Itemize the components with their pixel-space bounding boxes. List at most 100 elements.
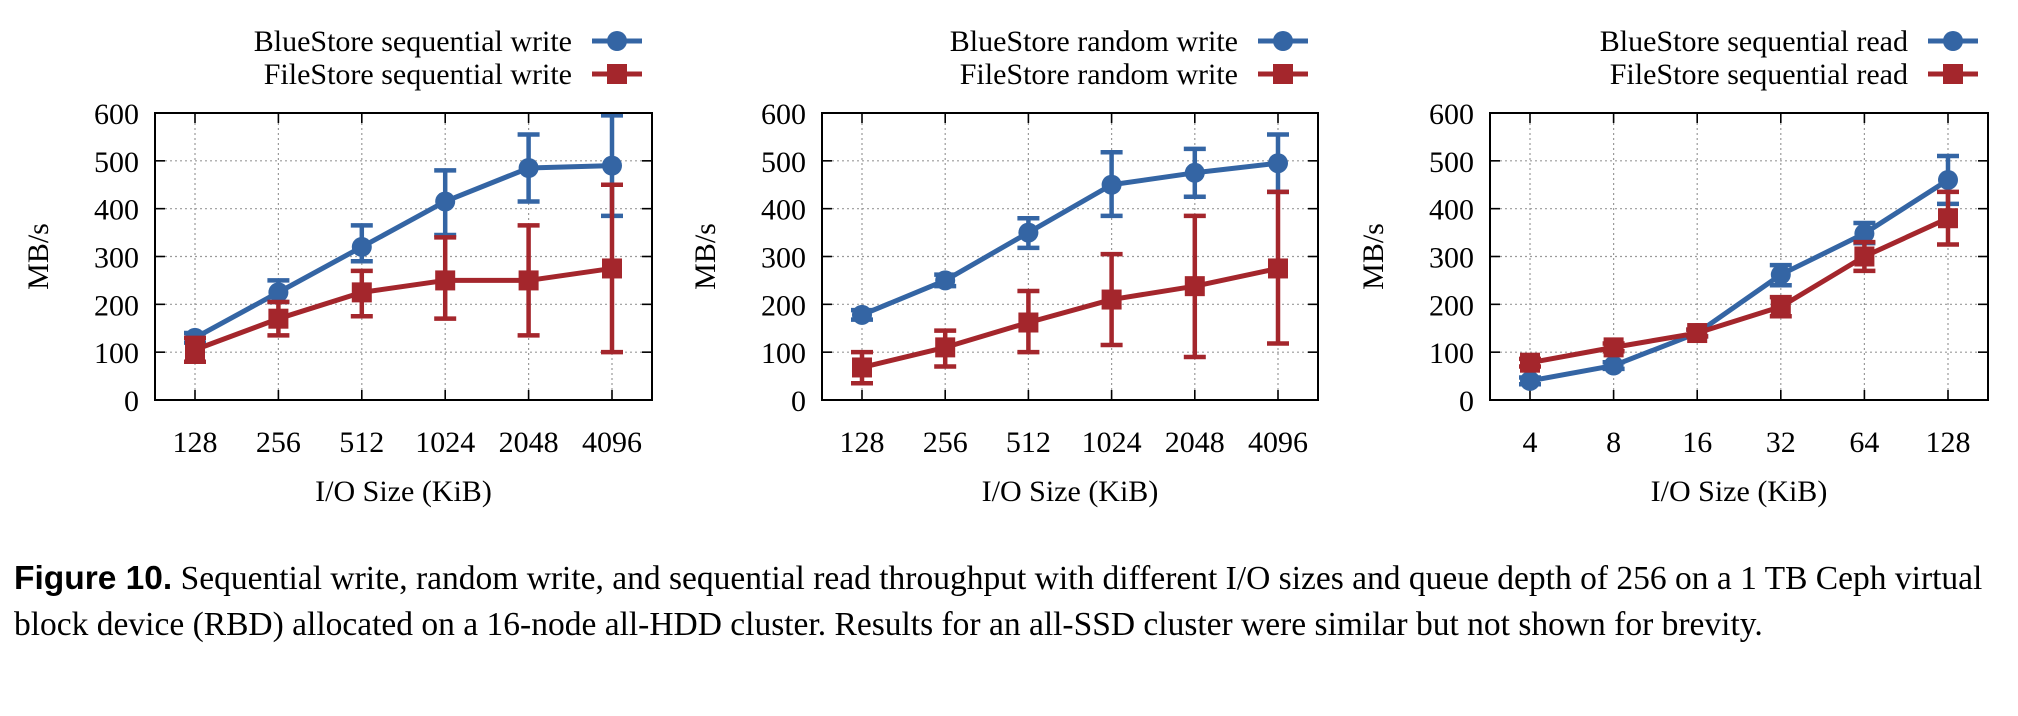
series-bluestore bbox=[184, 113, 623, 348]
y-tick-label: 200 bbox=[1429, 289, 1474, 322]
legend-label: FileStore random write bbox=[960, 58, 1238, 91]
y-tick-label: 100 bbox=[94, 337, 139, 370]
series-filestore bbox=[1519, 189, 1959, 373]
y-tick-label: 400 bbox=[761, 194, 806, 227]
x-tick-label: 4 bbox=[1523, 426, 1538, 459]
y-tick-label: 300 bbox=[94, 242, 139, 275]
series-line bbox=[1529, 177, 1950, 384]
data-point bbox=[1687, 323, 1708, 344]
plot-frame bbox=[1489, 112, 1989, 401]
data-point bbox=[435, 191, 456, 212]
x-tick-label: 128 bbox=[840, 426, 885, 459]
y-tick-label: 400 bbox=[94, 194, 139, 227]
series-filestore bbox=[851, 189, 1289, 386]
chart-sequential-write: 0 100 200 300 400 500 600 128 256 512 1024 2048 4096… bbox=[22, 25, 653, 508]
y-tick-label: 200 bbox=[94, 289, 139, 322]
data-point bbox=[185, 339, 205, 360]
caption-text: Sequential write, random write, and sequ… bbox=[14, 560, 1983, 643]
y-tick-label: 0 bbox=[1459, 385, 1474, 418]
y-tick-label: 600 bbox=[94, 98, 139, 131]
data-point bbox=[1770, 296, 1791, 317]
y-tick-label: 500 bbox=[1429, 146, 1474, 179]
y-tick-label: 0 bbox=[124, 385, 139, 418]
legend-label: BlueStore sequential read bbox=[1600, 25, 1908, 58]
data-point bbox=[1520, 370, 1540, 391]
y-tick-label: 500 bbox=[94, 146, 139, 179]
data-point bbox=[1268, 153, 1288, 174]
data-point bbox=[935, 270, 956, 291]
legend-label: BlueStore sequential write bbox=[254, 25, 572, 58]
y-tick-label: 400 bbox=[1429, 194, 1474, 227]
data-point bbox=[1603, 337, 1624, 358]
y-tick-label: 300 bbox=[761, 242, 806, 275]
legend-marker bbox=[607, 31, 627, 51]
data-point bbox=[602, 258, 622, 279]
data-point bbox=[852, 304, 872, 325]
x-axis-label: I/O Size (KiB) bbox=[982, 475, 1159, 508]
x-tick-label: 16 bbox=[1682, 426, 1712, 459]
data-point bbox=[518, 270, 539, 291]
x-tick-label: 4096 bbox=[1248, 426, 1308, 459]
data-point bbox=[435, 270, 456, 291]
plot-frame bbox=[154, 112, 653, 401]
legend-marker bbox=[1943, 31, 1963, 51]
series-filestore bbox=[184, 182, 623, 364]
data-point bbox=[518, 158, 539, 179]
x-tick-label: 512 bbox=[1006, 426, 1051, 459]
data-point bbox=[351, 236, 372, 257]
chart-random-write: 0 100 200 300 400 500 600 128 256 512 1024 2048 4096… bbox=[689, 25, 1319, 508]
y-tick-label: 100 bbox=[761, 337, 806, 370]
data-point bbox=[1520, 352, 1540, 373]
x-axis-label: I/O Size (KiB) bbox=[315, 475, 492, 508]
x-tick-label: 256 bbox=[256, 426, 301, 459]
data-point bbox=[1018, 222, 1039, 243]
y-tick-label: 600 bbox=[1429, 98, 1474, 131]
data-point bbox=[935, 337, 956, 358]
y-tick-label: 0 bbox=[791, 385, 806, 418]
data-point bbox=[602, 155, 622, 176]
data-point bbox=[351, 282, 372, 303]
y-tick-label: 300 bbox=[1429, 242, 1474, 275]
series-line bbox=[861, 160, 1279, 318]
legend-label: FileStore sequential read bbox=[1610, 58, 1908, 91]
legend-label: FileStore sequential write bbox=[264, 58, 572, 91]
x-tick-label: 64 bbox=[1849, 426, 1879, 459]
x-tick-label: 512 bbox=[339, 426, 384, 459]
figure-caption: Figure 10. Sequential write, random writ… bbox=[14, 556, 2009, 648]
y-axis-label: MB/s bbox=[22, 223, 55, 290]
data-point bbox=[268, 282, 289, 303]
chart-sequential-read: 0 100 200 300 400 500 600 4 8 16 32 64 128 I/O Size (… bbox=[1357, 25, 1989, 508]
series-line bbox=[861, 266, 1279, 370]
plot-frame bbox=[821, 112, 1319, 401]
y-tick-label: 600 bbox=[761, 98, 806, 131]
data-point bbox=[1268, 258, 1288, 279]
data-point bbox=[1854, 223, 1875, 244]
data-point bbox=[1938, 169, 1958, 190]
legend-marker bbox=[1943, 64, 1963, 84]
series-line bbox=[193, 163, 613, 341]
series-bluestore bbox=[1519, 153, 1959, 391]
series-line bbox=[194, 265, 613, 353]
y-axis-label: MB/s bbox=[1357, 223, 1390, 290]
data-point bbox=[1101, 174, 1122, 195]
data-point bbox=[1101, 289, 1122, 310]
data-point bbox=[1770, 264, 1791, 285]
data-point bbox=[1603, 355, 1624, 376]
x-tick-label: 128 bbox=[1926, 426, 1971, 459]
data-point bbox=[1018, 312, 1039, 333]
series-bluestore bbox=[851, 132, 1289, 325]
legend-marker bbox=[1273, 64, 1293, 84]
data-point bbox=[1184, 162, 1205, 183]
data-point bbox=[852, 357, 872, 378]
y-tick-label: 500 bbox=[761, 146, 806, 179]
y-tick-label: 100 bbox=[1429, 337, 1474, 370]
data-point bbox=[1938, 208, 1958, 229]
x-tick-label: 8 bbox=[1606, 426, 1621, 459]
data-point bbox=[1184, 276, 1205, 297]
x-axis-label: I/O Size (KiB) bbox=[1651, 475, 1828, 508]
x-tick-label: 1024 bbox=[415, 426, 475, 459]
legend-label: BlueStore random write bbox=[950, 25, 1238, 58]
y-tick-label: 200 bbox=[761, 289, 806, 322]
data-point bbox=[1854, 246, 1875, 267]
